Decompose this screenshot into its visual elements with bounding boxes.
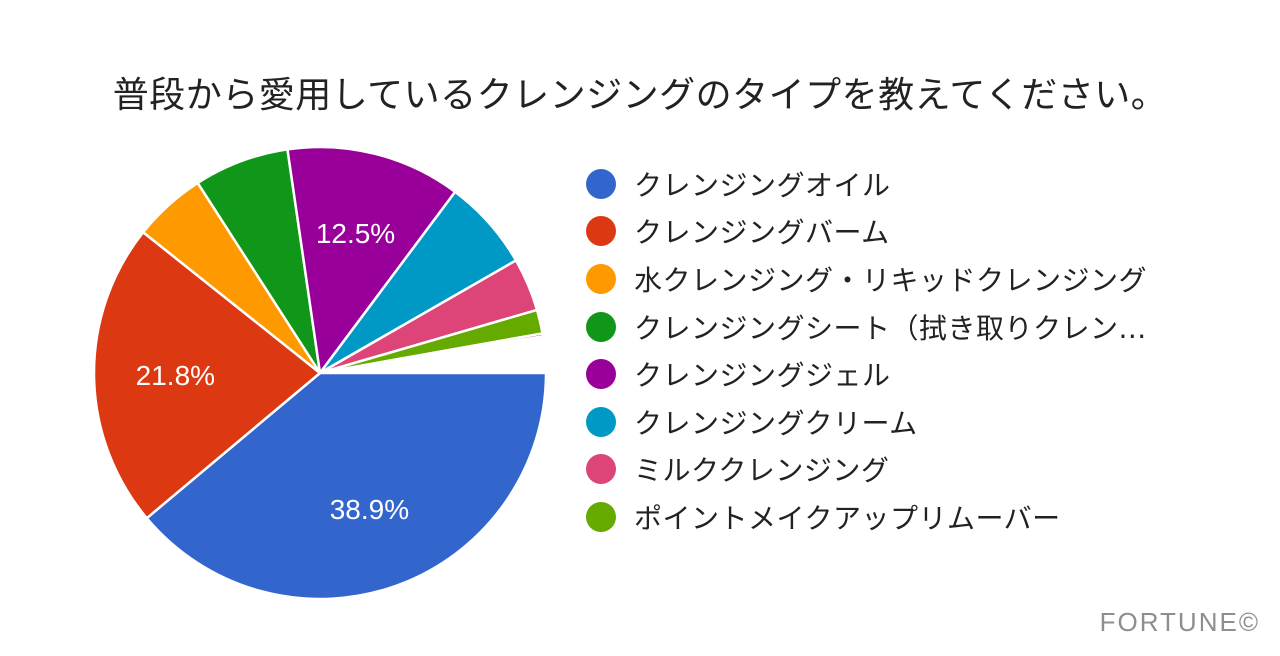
chart-legend: クレンジングオイル クレンジングバーム 水クレンジング・リキッドクレンジング ク… <box>586 160 1147 541</box>
pie-slice[interactable] <box>286 145 457 375</box>
legend-item[interactable]: クレンジングシート（拭き取りクレン... <box>586 303 1147 351</box>
legend-label: ミルククレンジング <box>634 454 890 488</box>
watermark: FORTUNE© <box>1099 607 1260 637</box>
legend-item[interactable]: クレンジングバーム <box>586 208 1147 256</box>
legend-label: 水クレンジング・リキッドクレンジング <box>634 263 1148 297</box>
legend-color-dot-icon <box>586 311 616 342</box>
legend-color-dot-icon <box>586 406 616 437</box>
legend-item[interactable]: ポイントメイクアップリムーバー <box>586 493 1147 541</box>
legend-color-dot-icon <box>586 501 616 532</box>
legend-item[interactable]: クレンジングクリーム <box>586 398 1147 446</box>
legend-color-dot-icon <box>586 359 616 390</box>
legend-item[interactable]: クレンジングオイル <box>586 160 1147 208</box>
legend-label: クレンジングクリーム <box>634 406 918 440</box>
legend-item[interactable]: クレンジングジェル <box>586 350 1147 398</box>
slice-percent-label: 21.8% <box>136 360 215 391</box>
legend-color-dot-icon <box>586 168 616 199</box>
pie-slice[interactable] <box>145 371 548 601</box>
pie-chart-svg: 38.9% 21.8% 12.5% <box>92 145 548 601</box>
legend-color-dot-icon <box>586 216 616 247</box>
slice-percent-label: 38.9% <box>330 494 409 525</box>
pie-slice[interactable] <box>320 336 546 373</box>
legend-item[interactable]: ミルククレンジング <box>586 446 1147 494</box>
pie-chart: 38.9% 21.8% 12.5% <box>88 141 552 605</box>
pie-slice[interactable] <box>318 332 545 375</box>
pie-slice[interactable] <box>92 231 322 520</box>
slice-percent-label: 12.5% <box>316 218 395 249</box>
legend-label: クレンジングシート（拭き取りクレン... <box>634 311 1147 345</box>
legend-label: クレンジングオイル <box>634 168 891 202</box>
legend-color-dot-icon <box>586 263 616 294</box>
chart-title: 普段から愛用しているクレンジングのタイプを教えてください。 <box>112 75 1168 116</box>
legend-item[interactable]: 水クレンジング・リキッドクレンジング <box>586 255 1147 303</box>
legend-color-dot-icon <box>586 454 616 485</box>
legend-label: ポイントメイクアップリムーバー <box>634 501 1061 535</box>
legend-label: クレンジングジェル <box>634 359 891 393</box>
legend-label: クレンジングバーム <box>634 216 890 250</box>
